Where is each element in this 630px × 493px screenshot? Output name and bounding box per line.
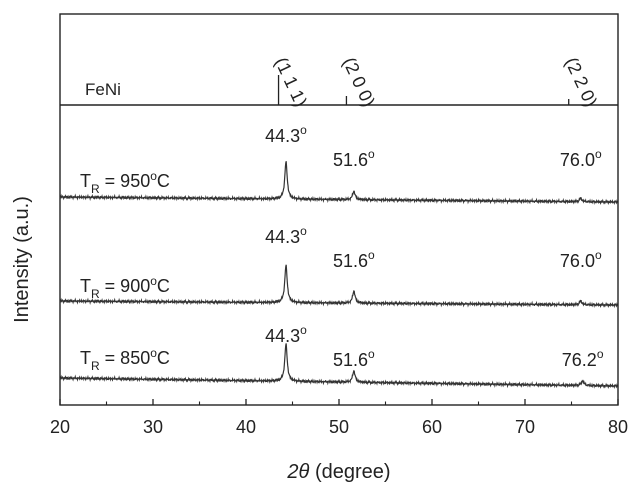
x-tick-label: 70 xyxy=(515,417,535,437)
series-name-label: TR = 850oC xyxy=(80,346,170,373)
peak-label: 51.6o xyxy=(333,347,375,370)
reference-hkl-label: (1 1 1) xyxy=(271,54,311,110)
peak-label: 76.2o xyxy=(562,347,604,370)
x-axis-title: 2θ (degree) xyxy=(286,461,390,483)
series-2: TR = 850oC 44.3o 51.6o 76.2o xyxy=(59,323,619,390)
reference-hkl-label: (2 0 0) xyxy=(339,54,379,110)
peak-label: 44.3o xyxy=(265,224,307,247)
x-axis: 20 30 40 50 60 70 80 xyxy=(50,399,628,437)
peak-label: 76.0o xyxy=(560,147,602,170)
peak-label: 76.0o xyxy=(560,248,602,271)
x-tick-label: 60 xyxy=(422,417,442,437)
series-name-label: TR = 900oC xyxy=(80,274,170,301)
peak-label: 51.6o xyxy=(333,248,375,271)
x-tick-label: 30 xyxy=(143,417,163,437)
x-tick-label: 50 xyxy=(329,417,349,437)
x-tick-label: 20 xyxy=(50,417,70,437)
x-tick-label: 80 xyxy=(608,417,628,437)
reference-hkl-label: (2 2 0) xyxy=(561,54,601,110)
series-1: TR = 900oC 44.3o 51.6o 76.0o xyxy=(59,224,619,309)
peak-label: 44.3o xyxy=(265,123,307,146)
reference-pattern: FeNi (1 1 1) (2 0 0) (2 2 0) xyxy=(85,54,601,110)
reference-name: FeNi xyxy=(85,80,121,99)
y-axis-title: Intensity (a.u.) xyxy=(11,196,33,323)
peak-label: 44.3o xyxy=(265,323,307,346)
series-line xyxy=(59,343,619,390)
peak-label: 51.6o xyxy=(333,147,375,170)
series-line xyxy=(59,264,619,309)
plot-frame xyxy=(59,13,619,406)
series-name-label: TR = 950oC xyxy=(80,169,170,196)
series-group: TR = 950oC 44.3o 51.6o 76.0o TR = 900oC 44.3o… xyxy=(59,123,619,390)
series-0: TR = 950oC 44.3o 51.6o 76.0o xyxy=(59,123,619,206)
plot-border xyxy=(59,13,619,406)
series-line xyxy=(59,161,619,206)
x-tick-label: 40 xyxy=(236,417,256,437)
